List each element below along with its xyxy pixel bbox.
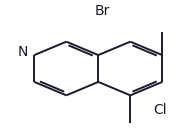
Text: Br: Br bbox=[94, 4, 110, 18]
Text: N: N bbox=[18, 45, 28, 59]
Text: Cl: Cl bbox=[154, 103, 167, 117]
